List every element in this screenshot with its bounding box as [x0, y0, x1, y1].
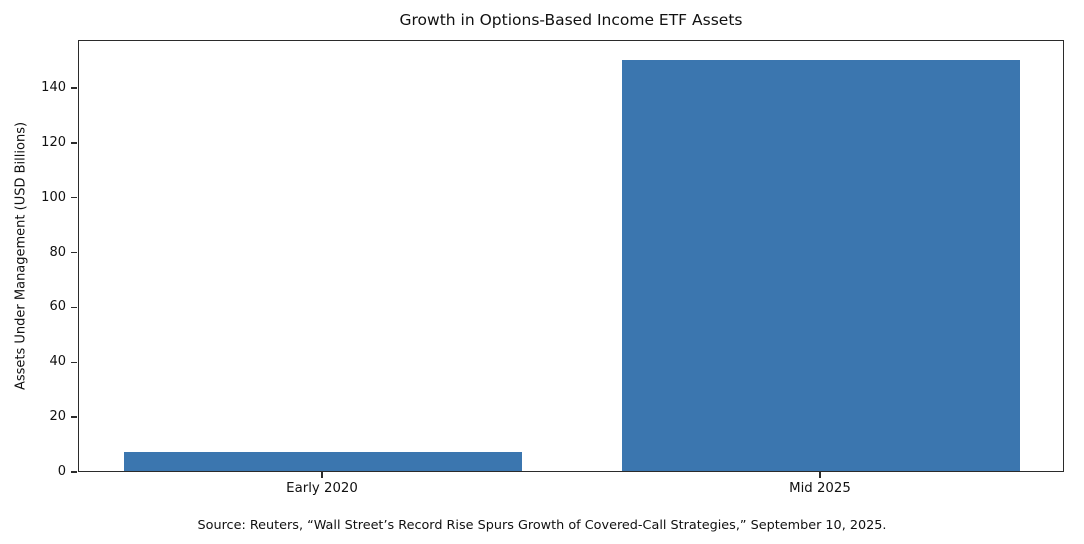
x-tick-mark [321, 472, 323, 478]
x-tick-label: Early 2020 [286, 481, 358, 496]
y-tick-mark [71, 87, 77, 89]
y-tick-label: 80 [49, 244, 66, 260]
y-tick-label: 40 [49, 354, 66, 370]
y-tick-mark [71, 471, 77, 473]
x-tick-mark [819, 472, 821, 478]
y-tick-label: 140 [41, 80, 66, 95]
y-tick-label: 0 [57, 464, 66, 479]
y-tick-label: 100 [41, 189, 66, 205]
y-tick-mark [71, 197, 77, 199]
source-note: Source: Reuters, “Wall Street’s Record R… [197, 518, 887, 533]
chart-title: Growth in Options-Based Income ETF Asset… [399, 11, 743, 29]
y-tick-label: 20 [49, 409, 66, 425]
y-tick-label: 120 [41, 134, 66, 150]
y-tick-mark [71, 361, 77, 363]
bar-mid-2025 [621, 59, 1021, 471]
bar-early-2020 [123, 451, 523, 471]
y-tick-mark [71, 142, 77, 144]
y-tick-label: 60 [49, 299, 66, 315]
y-tick-mark [71, 251, 77, 254]
x-tick-label: Mid 2025 [789, 481, 851, 496]
y-tick-mark [71, 306, 77, 309]
y-tick-mark [71, 416, 77, 418]
plot-area [78, 40, 1064, 472]
